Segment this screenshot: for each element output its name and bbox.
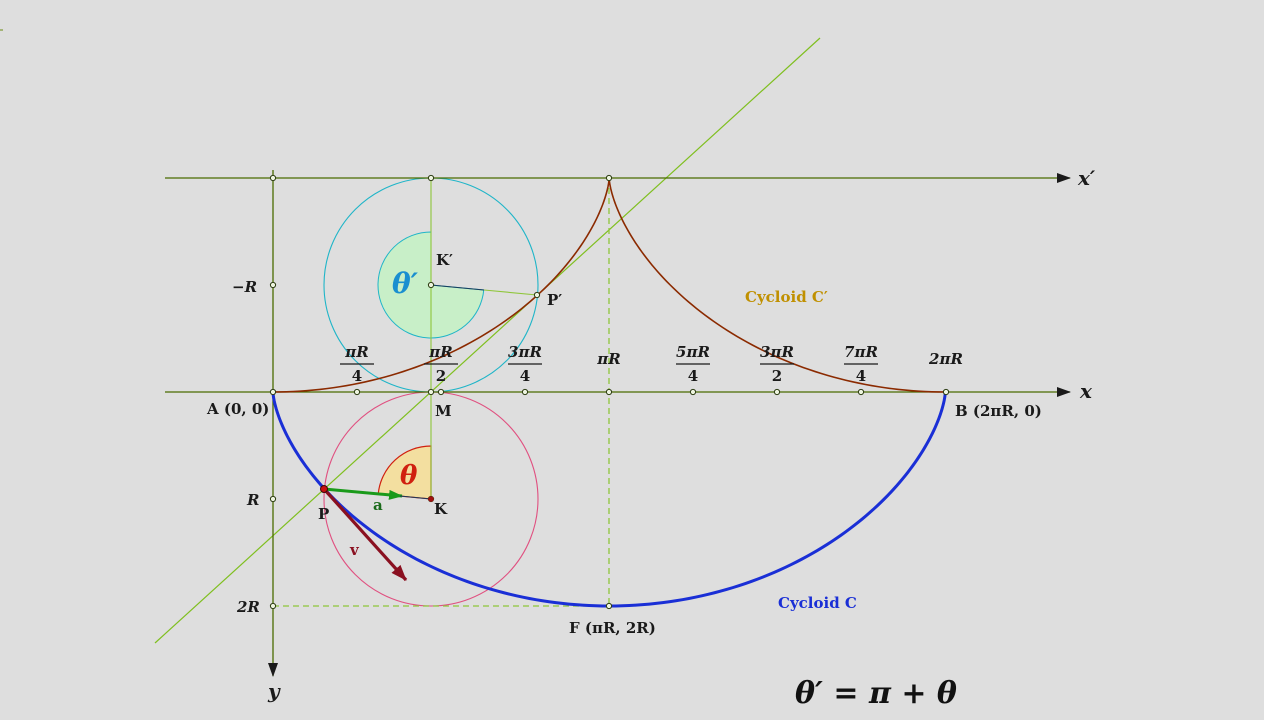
- point-marker: [773, 388, 781, 396]
- y-tick-r: R: [246, 491, 259, 509]
- point-k-label: K: [434, 500, 448, 518]
- radius-ext-p-prime: [483, 289, 538, 296]
- vector-a-label: a: [373, 496, 383, 514]
- x-tick-numerator: 3πR: [760, 343, 794, 361]
- radius-k-prime-p-prime: [430, 284, 485, 291]
- theta-prime-label: θ′: [392, 267, 419, 300]
- x-tick-numerator: πR: [344, 343, 368, 361]
- point-marker: [605, 388, 613, 396]
- point-k-marker: [428, 496, 434, 502]
- x-tick-denominator: 4: [352, 367, 362, 385]
- point-marker: [269, 174, 277, 182]
- vector-v-arrow: [322, 487, 408, 582]
- x-prime-axis-label: x′: [1077, 166, 1096, 190]
- theta-label: θ: [400, 461, 418, 491]
- point-marker: [437, 388, 445, 396]
- x-tick-denominator: 4: [520, 367, 530, 385]
- y-axis-label: y: [267, 679, 281, 703]
- point-marker: [605, 174, 613, 182]
- x-tick-denominator: 4: [856, 367, 866, 385]
- x-tick-denominator: 4: [688, 367, 698, 385]
- point-marker: [857, 388, 865, 396]
- vector-v-label: v: [349, 541, 360, 559]
- point-marker: [353, 388, 361, 396]
- cycloid-c-prime-label: Cycloid C′: [745, 288, 828, 306]
- point-marker: [269, 602, 277, 610]
- x-tick-denominator: 2: [436, 367, 446, 385]
- point-m-label: M: [435, 402, 452, 420]
- x-tick-numerator: πR: [428, 343, 452, 361]
- x-tick-labels: πR 4 πR 2 3πR 4 πR 5πR 4 3πR 2 7πR 4 2πR: [340, 343, 963, 385]
- point-marker: [533, 291, 541, 299]
- x-axis-label: x: [1079, 379, 1093, 403]
- cycloid-c-label: Cycloid C: [778, 594, 857, 612]
- point-p-marker: [320, 485, 328, 493]
- tangent-line: [154, 37, 821, 644]
- point-a-label: A (0, 0): [206, 400, 269, 418]
- x-tick-denominator: 2: [772, 367, 782, 385]
- radius-a-k: [399, 495, 432, 500]
- point-marker: [269, 388, 277, 396]
- point-f-label: F (πR, 2R): [569, 619, 656, 637]
- point-p-prime-label: P′: [547, 291, 562, 309]
- theta-angle-sector: [377, 445, 432, 500]
- x-tick-numerator: 7πR: [844, 343, 878, 361]
- y-tick-minus-r: −R: [232, 278, 257, 296]
- vector-a-arrow: [323, 487, 403, 500]
- x-tick-label: πR: [596, 350, 620, 368]
- y-tick-2r: 2R: [236, 598, 260, 616]
- point-b-label: B (2πR, 0): [955, 402, 1042, 420]
- point-marker: [269, 281, 277, 289]
- cycloid-c-prime-curve: [272, 178, 946, 393]
- point-markers: [269, 174, 950, 610]
- point-k-prime-label: K′: [436, 251, 453, 269]
- point-marker: [427, 281, 435, 289]
- point-marker: [521, 388, 529, 396]
- point-marker: [689, 388, 697, 396]
- point-marker: [269, 495, 277, 503]
- point-marker: [942, 388, 950, 396]
- point-marker: [427, 388, 435, 396]
- x-tick-label: 2πR: [928, 350, 963, 368]
- formula: θ′ = π + θ: [795, 676, 957, 711]
- x-tick-numerator: 5πR: [676, 343, 710, 361]
- point-p-label: P: [318, 505, 329, 523]
- x-tick-numerator: 3πR: [508, 343, 542, 361]
- point-marker: [605, 602, 613, 610]
- point-marker: [427, 174, 435, 182]
